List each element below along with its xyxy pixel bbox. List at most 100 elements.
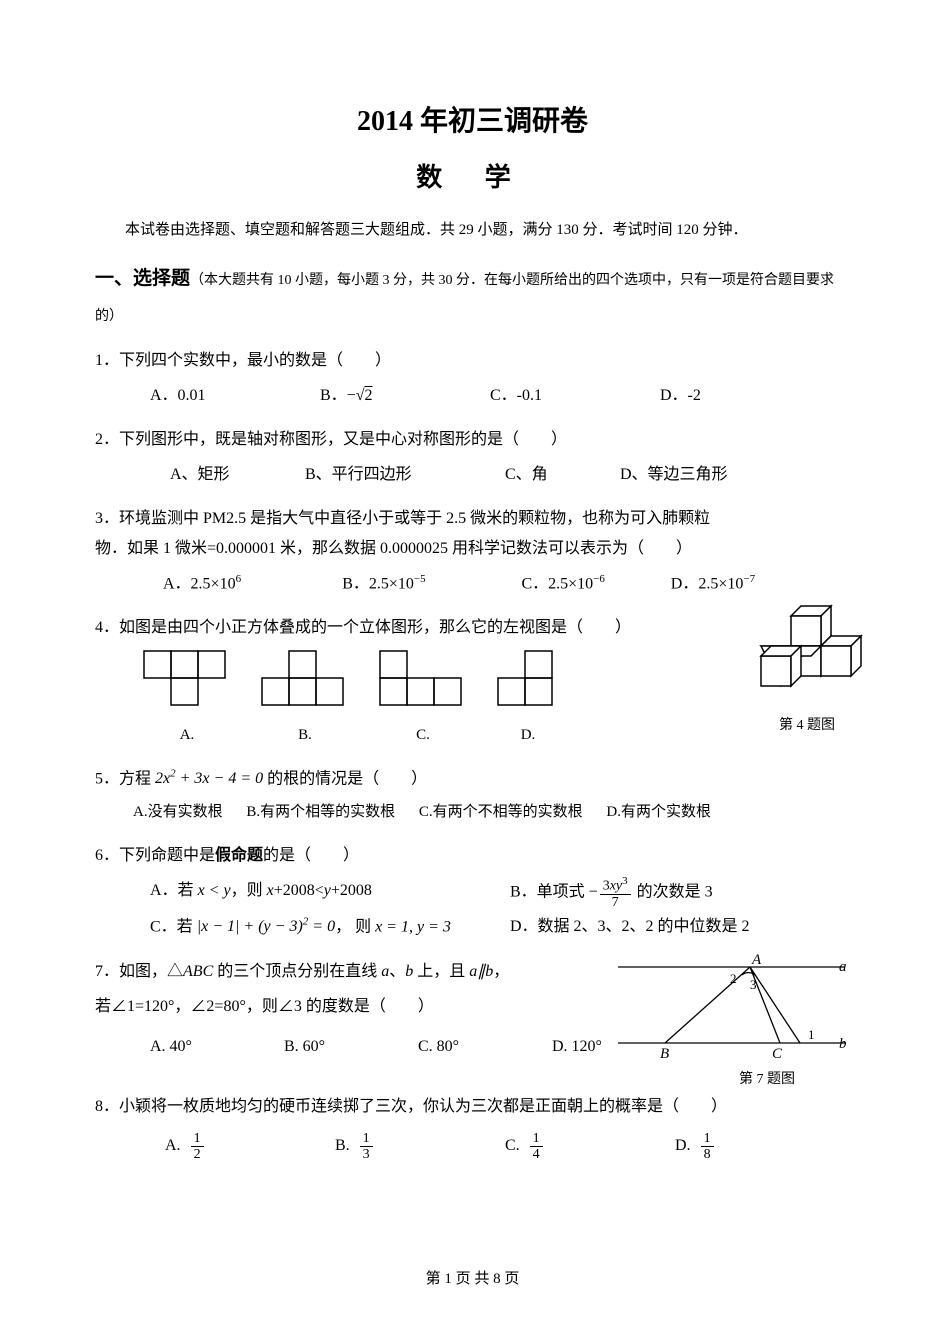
fraction: 18 <box>701 1131 714 1163</box>
opt-a-ineq: x < y <box>198 882 231 899</box>
option-a: A、矩形 <box>170 460 305 490</box>
opt-b-post: 的次数是 3 <box>633 884 713 901</box>
exam-intro: 本试卷由选择题、填空题和解答题三大题组成．共 29 小题，满分 130 分．考试… <box>95 218 850 242</box>
figure-caption: 第 4 题图 <box>779 713 835 740</box>
exponent: −6 <box>593 573 605 585</box>
option-b: B. <box>261 650 349 750</box>
option-a: A. 12 <box>165 1131 335 1163</box>
option-c: C．2.5×10−6 <box>521 569 670 600</box>
fraction: 14 <box>530 1131 543 1163</box>
q3-line1: 3．环境监测中 PM2.5 是指大气中直径小于或等于 2.5 微米的颗粒物，也称… <box>95 504 850 534</box>
option-c: C. <box>379 650 467 750</box>
section-1-header: 一、选择题（本大题共有 10 小题，每小题 3 分，共 30 分．在每小题所给出… <box>95 260 850 332</box>
option-c: C. 14 <box>505 1131 675 1163</box>
denominator: 7 <box>600 895 631 910</box>
option-b: B. 13 <box>335 1131 505 1163</box>
denominator: 8 <box>701 1147 714 1162</box>
view-c-icon <box>379 650 467 706</box>
fraction: 3xy37 <box>600 875 631 910</box>
view-d-icon <box>497 650 559 706</box>
numerator: 3xy3 <box>600 875 631 895</box>
triangle-name: ABC <box>183 963 213 980</box>
section-note: （本大题共有 10 小题，每小题 3 分，共 30 分．在每小题所给出的四个选项… <box>95 273 834 324</box>
option-d: D.有两个实数根 <box>606 798 711 827</box>
vertex-a-label: A <box>751 953 762 968</box>
fraction: 12 <box>191 1131 204 1163</box>
options-row: A.没有实数根 B.有两个相等的实数根 C.有两个不相等的实数根 D.有两个实数… <box>95 798 850 827</box>
vertex-b-label: B <box>660 1046 669 1062</box>
option-a: A. <box>143 650 231 750</box>
opt-b-prefix: B．− <box>320 387 356 404</box>
option-label: D. <box>497 721 559 750</box>
base: C．2.5×10 <box>521 575 593 592</box>
angle-1-label: 1 <box>808 1027 815 1042</box>
option-c: C．若 |x − 1| + (y − 3)2 = 0， 则 x = 1, y =… <box>150 911 510 943</box>
base: B．2.5×10 <box>342 575 414 592</box>
option-label: C. <box>379 721 467 750</box>
exponent: −5 <box>414 573 426 585</box>
line-a-label: a <box>839 959 847 975</box>
exponent: 6 <box>236 573 242 585</box>
sep: 、 <box>389 963 405 980</box>
option-c: C、角 <box>505 460 620 490</box>
options-row-1: A．若 x < y，则 x+2008<y+2008 B．单项式 −3xy37 的… <box>150 875 850 910</box>
main-title: 2014 年初三调研卷 <box>95 100 850 145</box>
triangle-diagram-icon: A a b B C 2 3 1 <box>610 953 855 1063</box>
option-a: A．0.01 <box>150 381 320 411</box>
page-footer: 第 1 页 共 8 页 <box>0 1267 945 1291</box>
opt-c-mid: ， 则 <box>335 918 375 935</box>
option-b: B、平行四边形 <box>305 460 505 490</box>
triangle-figure: A a b B C 2 3 1 <box>610 953 855 1074</box>
option-c: C.有两个不相等的实数根 <box>419 798 583 827</box>
opt-c-pre: C．若 <box>150 918 197 935</box>
q7-pre: 7．如图，△ <box>95 963 183 980</box>
base: A．2.5×10 <box>163 575 236 592</box>
option-b: B. 60° <box>284 1032 414 1062</box>
figure-caption: 第 7 题图 <box>739 1067 795 1094</box>
option-a: A．2.5×106 <box>163 569 342 600</box>
option-label: A. <box>143 721 231 750</box>
question-7: 7．如图，△ABC 的三个顶点分别在直线 a、b 上，且 a∥b， 若∠1=12… <box>95 957 850 1062</box>
question-3: 3．环境监测中 PM2.5 是指大气中直径小于或等于 2.5 微米的颗粒物，也称… <box>95 504 850 600</box>
q5-suffix: 的根的情况是（ ） <box>263 770 427 787</box>
question-text: 2．下列图形中，既是轴对称图形，又是中心对称图形的是（ ） <box>95 425 850 455</box>
question-6: 6．下列命题中是假命题的是（ ） A．若 x < y，则 x+2008<y+20… <box>95 841 850 943</box>
option-c: C．-0.1 <box>490 381 660 411</box>
opt-label: A. <box>165 1131 181 1161</box>
q7-post: 上，且 <box>413 963 469 980</box>
cube-3d-icon <box>735 603 865 708</box>
parallel: a∥b <box>469 963 493 980</box>
question-5: 5．方程 2x2 + 3x − 4 = 0 的根的情况是（ ） A.没有实数根 … <box>95 764 850 827</box>
option-a: A.没有实数根 <box>133 798 223 827</box>
view-a-icon <box>143 650 231 706</box>
q3-line2: 物．如果 1 微米=0.000001 米，那么数据 0.0000025 用科学记… <box>95 534 850 564</box>
option-d: D．-2 <box>660 381 830 411</box>
abs-expr: |x − 1| + (y − 3)2 = 0 <box>197 918 335 935</box>
numerator: 1 <box>360 1131 373 1147</box>
option-d: D. 18 <box>675 1131 845 1163</box>
question-1: 1．下列四个实数中，最小的数是（ ） A．0.01 B．−√2 C．-0.1 D… <box>95 346 850 411</box>
opt-c-result: x = 1, y = 3 <box>375 918 451 935</box>
option-b: B．−√2 <box>320 381 490 411</box>
options-block: A．若 x < y，则 x+2008<y+2008 B．单项式 −3xy37 的… <box>95 875 850 943</box>
q6-pre: 6．下列命题中是 <box>95 847 215 864</box>
options-row: A、矩形 B、平行四边形 C、角 D、等边三角形 <box>95 460 850 490</box>
opt-a-pre: A．若 <box>150 882 198 899</box>
numerator: 1 <box>701 1131 714 1147</box>
opt-a-post: ，则 x+2008<y+2008 <box>231 882 372 899</box>
question-text: 6．下列命题中是假命题的是（ ） <box>95 841 850 871</box>
options-row: A．0.01 B．−√2 C．-0.1 D．-2 <box>95 381 850 411</box>
question-8: 8．小颖将一枚质地均匀的硬币连续掷了三次，你认为三次都是正面朝上的概率是（ ） … <box>95 1092 850 1162</box>
opt-label: D. <box>675 1131 691 1161</box>
option-a: A. 40° <box>150 1032 280 1062</box>
q6-bold: 假命题 <box>215 847 263 864</box>
opt-label: B. <box>335 1131 350 1161</box>
base: D．2.5×10 <box>671 575 744 592</box>
question-text: 1．下列四个实数中，最小的数是（ ） <box>95 346 850 376</box>
line-b-label: b <box>839 1036 847 1052</box>
question-text: 8．小颖将一枚质地均匀的硬币连续掷了三次，你认为三次都是正面朝上的概率是（ ） <box>95 1092 850 1122</box>
q5-prefix: 5．方程 <box>95 770 155 787</box>
denominator: 3 <box>360 1147 373 1162</box>
cube-figure <box>735 603 865 719</box>
option-d: D．数据 2、3、2、2 的中位数是 2 <box>510 911 750 943</box>
